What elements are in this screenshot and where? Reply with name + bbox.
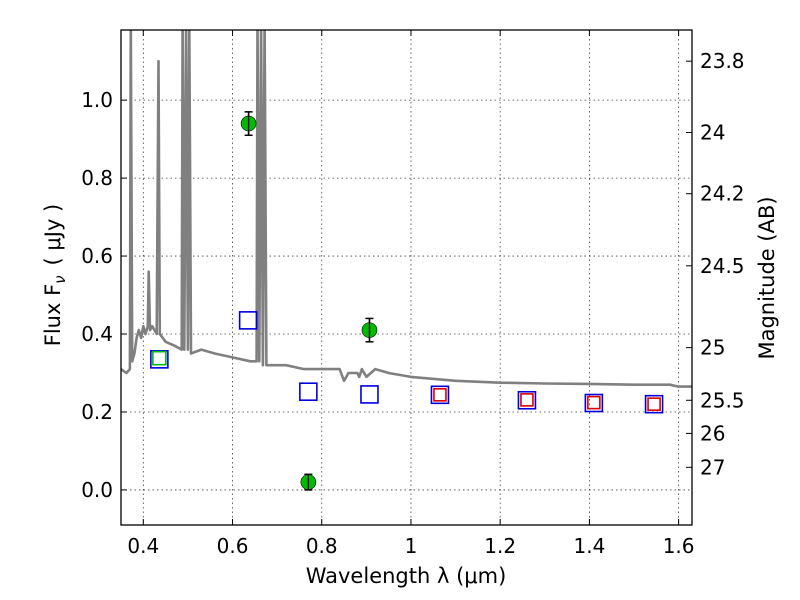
square-blue-point	[238, 311, 258, 330]
y2-tick-label: 23.8	[700, 49, 745, 73]
square-blue-point	[584, 393, 604, 413]
y-tick-label: 0.6	[81, 244, 113, 268]
y2-tick-label: 27	[700, 455, 725, 479]
square-blue-point	[644, 394, 664, 414]
plot-data	[121, 30, 692, 491]
square-blue-point	[360, 385, 379, 404]
square-green-point	[152, 350, 167, 366]
y-tick-label: 0.2	[81, 400, 113, 424]
square-blue-point	[150, 350, 169, 369]
x-tick-label: 1	[405, 534, 418, 558]
x-tick-label: 1.6	[663, 534, 695, 558]
y-axis-label-subscript: ν	[51, 275, 69, 283]
square-red-point	[433, 388, 447, 402]
y2-tick-label: 25.5	[700, 388, 745, 412]
y2-tick-label: 26	[700, 421, 725, 445]
y2-tick-label: 25	[700, 336, 725, 360]
y2-axis-label: Magnitude (AB)	[755, 196, 779, 359]
model-spectrum-line	[121, 30, 692, 388]
x-tick-label: 1.4	[573, 534, 605, 558]
square-red-point	[520, 393, 534, 407]
y2-tick-label: 24.2	[700, 182, 745, 206]
x-tick-label: 0.8	[306, 534, 338, 558]
y-tick-label: 1.0	[81, 88, 113, 112]
y-axis-label: Flux Fν( μJy )	[41, 204, 69, 347]
square-blue-point	[430, 385, 450, 405]
square-blue-point	[299, 382, 318, 402]
y2-tick-label: 24	[700, 121, 725, 145]
square-red-point	[647, 397, 661, 411]
y-tick-label: 0.8	[81, 166, 113, 190]
plot-frame	[120, 29, 693, 526]
square-blue-point	[517, 390, 537, 410]
square-red-point	[587, 395, 601, 410]
y-tick-label: 0.4	[81, 322, 113, 346]
grid-lines	[121, 30, 692, 525]
x-tick-label: 0.6	[217, 534, 249, 558]
y-axis-label-unit: ( μJy )	[41, 204, 65, 266]
x-axis-label: Wavelength λ (μm)	[306, 564, 507, 588]
axis-ticks: 0.4 0.6 0.8 1 1.2 1.4 1.6 0.0 0.2 0.4 0.6 0.8 1.0 23.…	[81, 30, 745, 558]
x-tick-label: 1.2	[484, 534, 516, 558]
y-tick-label: 0.0	[81, 478, 113, 502]
y2-tick-label: 24.5	[700, 254, 745, 278]
x-tick-label: 0.4	[127, 534, 159, 558]
